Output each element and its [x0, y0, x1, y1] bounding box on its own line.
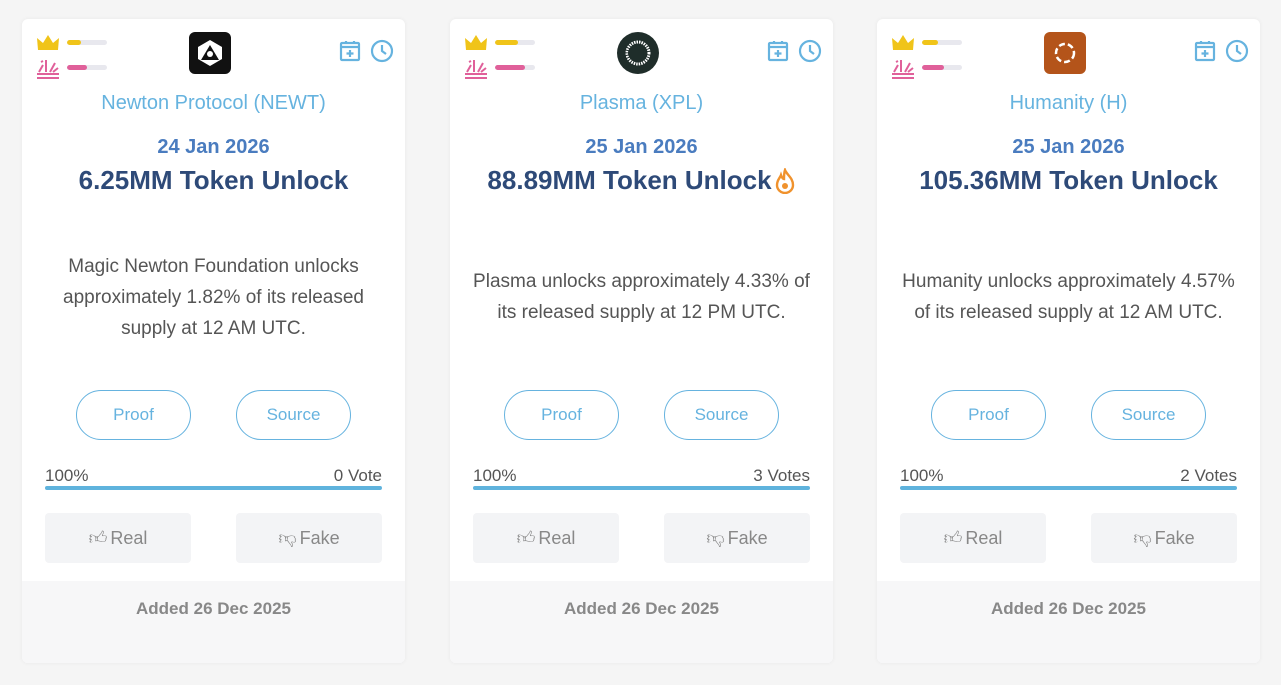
vote-percent: 100% — [473, 466, 517, 485]
unlock-description: Humanity unlocks approximately 4.57% of … — [902, 271, 1235, 323]
vote-count: 0 Vote — [333, 466, 382, 485]
explosion-meter — [495, 65, 535, 70]
fake-button[interactable]: 👎︎ Fake — [1091, 513, 1237, 563]
added-date: Added 26 Dec 2025 — [22, 581, 405, 663]
added-date: Added 26 Dec 2025 — [450, 581, 833, 663]
real-button[interactable]: 👍︎ Real — [45, 513, 191, 563]
unlock-title: 105.36MM Token Unlock — [919, 165, 1218, 195]
clock-icon[interactable] — [370, 39, 394, 63]
meters — [890, 30, 962, 80]
token-name[interactable]: Humanity (H) — [1009, 92, 1128, 114]
meters — [35, 30, 107, 80]
fire-icon — [775, 167, 794, 194]
unlock-description: Magic Newton Foundation unlocks approxim… — [63, 255, 364, 339]
add-to-calendar-icon[interactable] — [1193, 39, 1217, 63]
add-to-calendar-icon[interactable] — [766, 39, 790, 63]
vote-progress-bar — [45, 486, 382, 490]
vote-count: 3 Votes — [753, 466, 810, 485]
token-name[interactable]: Plasma (XPL) — [579, 92, 704, 114]
thumbs-up-icon: 👍︎ — [516, 528, 536, 548]
token-logo — [617, 32, 659, 74]
token-logo — [189, 32, 231, 74]
crown-icon — [37, 34, 59, 50]
thumbs-up-icon: 👍︎ — [943, 528, 963, 548]
clock-icon[interactable] — [1225, 39, 1249, 63]
meters — [463, 30, 535, 80]
proof-button[interactable]: Proof — [76, 390, 191, 440]
source-button[interactable]: Source — [1091, 390, 1206, 440]
explosion-icon — [465, 59, 487, 79]
unlock-title: 88.89MM Token Unlock — [487, 165, 772, 195]
token-logo — [1044, 32, 1086, 74]
thumbs-down-icon: 👎︎ — [1133, 528, 1152, 548]
unlock-card: Plasma (XPL) 25 Jan 2026 88.89MM Token U… — [450, 19, 833, 663]
explosion-meter — [67, 65, 107, 70]
fake-label: Fake — [1154, 527, 1195, 548]
crown-icon — [892, 34, 914, 50]
proof-button[interactable]: Proof — [504, 390, 619, 440]
fake-label: Fake — [727, 527, 768, 548]
explosion-icon — [37, 59, 59, 79]
crown-meter — [67, 40, 107, 45]
source-button[interactable]: Source — [664, 390, 779, 440]
vote-percent: 100% — [45, 466, 89, 485]
add-to-calendar-icon[interactable] — [338, 39, 362, 63]
unlock-date: 25 Jan 2026 — [585, 136, 698, 158]
real-button[interactable]: 👍︎ Real — [473, 513, 619, 563]
real-button[interactable]: 👍︎ Real — [900, 513, 1046, 563]
added-date: Added 26 Dec 2025 — [877, 581, 1260, 663]
fake-button[interactable]: 👎︎ Fake — [236, 513, 382, 563]
clock-icon[interactable] — [798, 39, 822, 63]
crown-icon — [465, 34, 487, 50]
unlock-date: 24 Jan 2026 — [157, 136, 270, 158]
real-label: Real — [965, 527, 1003, 548]
fake-label: Fake — [299, 527, 340, 548]
vote-percent: 100% — [900, 466, 944, 485]
thumbs-up-icon: 👍︎ — [88, 528, 108, 548]
real-label: Real — [538, 527, 576, 548]
fake-button[interactable]: 👎︎ Fake — [664, 513, 810, 563]
proof-button[interactable]: Proof — [931, 390, 1046, 440]
unlock-title: 6.25MM Token Unlock — [78, 165, 349, 195]
real-label: Real — [110, 527, 148, 548]
unlock-card: Humanity (H) 25 Jan 2026 105.36MM Token … — [877, 19, 1260, 663]
explosion-meter — [922, 65, 962, 70]
unlock-date: 25 Jan 2026 — [1012, 136, 1125, 158]
vote-progress-bar — [900, 486, 1237, 490]
token-name[interactable]: Newton Protocol (NEWT) — [101, 92, 326, 114]
vote-count: 2 Votes — [1180, 466, 1237, 485]
crown-meter — [495, 40, 535, 45]
thumbs-down-icon: 👎︎ — [278, 528, 297, 548]
unlock-card: Newton Protocol (NEWT) 24 Jan 2026 6.25M… — [22, 19, 405, 663]
thumbs-down-icon: 👎︎ — [706, 528, 725, 548]
vote-progress-bar — [473, 486, 810, 490]
source-button[interactable]: Source — [236, 390, 351, 440]
explosion-icon — [892, 59, 914, 79]
crown-meter — [922, 40, 962, 45]
unlock-description: Plasma unlocks approximately 4.33% of it… — [473, 271, 810, 323]
